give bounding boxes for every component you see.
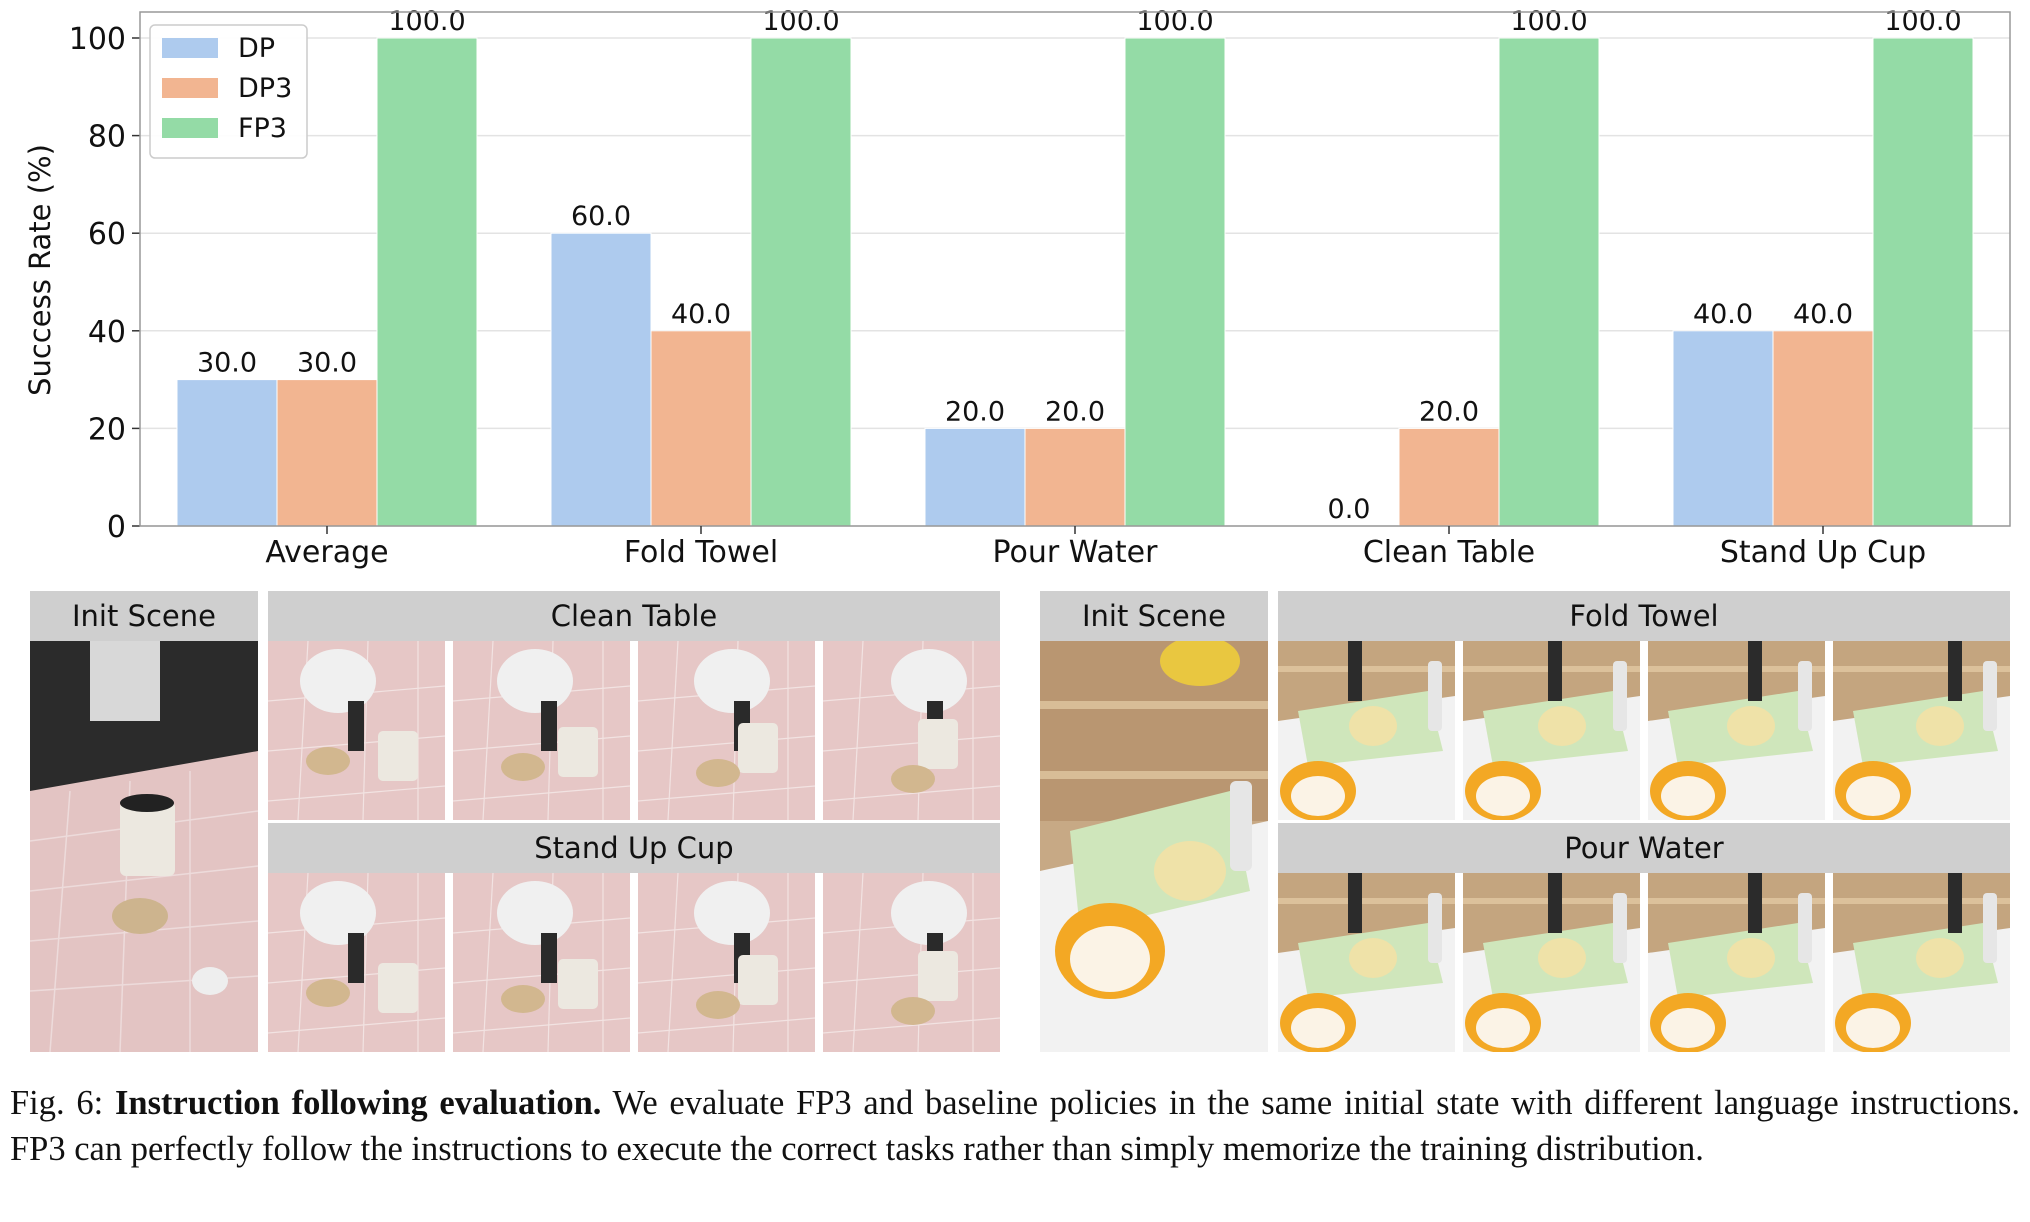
left-row1-frame-2 [453, 641, 630, 820]
bar-dp-2 [924, 427, 1026, 527]
y-tick-label-60: 60 [88, 217, 126, 252]
value-labels-layer: 30.0 30.0 100.0 60.0 40.0 100.0 20.0 20.0 100.0 0… [197, 6, 1962, 525]
y-tick-label-20: 20 [88, 412, 126, 447]
left-init-scene-header: Init Scene [30, 591, 258, 641]
bar-dp3-1 [650, 330, 752, 527]
right-row1-frame-3 [1648, 641, 1825, 820]
value-label-dp-0: 30.0 [197, 348, 257, 379]
pour-water-header: Pour Water [1278, 823, 2010, 873]
value-label-dp-4: 40.0 [1693, 299, 1753, 330]
bar-dp3-0 [276, 379, 378, 527]
y-axis-label: Success Rate (%) [23, 144, 57, 396]
bars-layer [176, 37, 1974, 527]
right-row2-frame-2 [1463, 873, 1640, 1052]
legend: DP DP3 FP3 [149, 24, 308, 159]
y-tick-label-0: 0 [107, 510, 126, 545]
figure-caption: Fig. 6: Instruction following evaluation… [10, 1080, 2020, 1172]
value-label-dp3-4: 40.0 [1793, 299, 1853, 330]
bar-fp3-4 [1872, 37, 1974, 527]
value-label-fp3-2: 100.0 [1136, 6, 1213, 37]
fold-towel-header: Fold Towel [1278, 591, 2010, 641]
x-tick-label-1: Fold Towel [624, 535, 778, 570]
bar-dp3-3 [1398, 427, 1500, 527]
bar-dp-1 [550, 232, 652, 527]
value-label-fp3-4: 100.0 [1884, 6, 1961, 37]
right-init-scene-photo [1040, 641, 1268, 1052]
bar-fp3-0 [376, 37, 478, 527]
value-label-fp3-1: 100.0 [762, 6, 839, 37]
value-label-dp3-0: 30.0 [297, 348, 357, 379]
right-row1-frame-1 [1278, 641, 1455, 820]
caption-text: We evaluate FP3 and baseline policies in… [10, 1084, 2021, 1168]
value-label-dp3-2: 20.0 [1045, 396, 1105, 427]
clean-table-header: Clean Table [268, 591, 1000, 641]
bar-dp3-4 [1772, 330, 1874, 527]
caption-title: Instruction following evaluation. [114, 1084, 602, 1122]
bar-fp3-1 [750, 37, 852, 527]
x-tick-label-3: Clean Table [1363, 535, 1535, 570]
legend-label-dp3: DP3 [238, 73, 292, 104]
legend-swatch-dp [162, 38, 218, 58]
right-init-scene-header: Init Scene [1040, 591, 1268, 641]
legend-swatch-dp3 [162, 78, 218, 98]
value-label-dp3-1: 40.0 [671, 299, 731, 330]
right-row2-frame-4 [1833, 873, 2010, 1052]
right-row2-frame-3 [1648, 873, 1825, 1052]
y-tick-label-100: 100 [69, 22, 126, 57]
y-tick-label-80: 80 [88, 120, 126, 155]
right-row1-frame-4 [1833, 641, 2010, 820]
left-row2-frame-3 [638, 873, 815, 1052]
left-row2-frame-4 [823, 873, 1000, 1052]
y-tick-label-40: 40 [88, 315, 126, 350]
legend-label-fp3: FP3 [238, 113, 287, 144]
left-init-scene-photo [30, 641, 258, 1052]
value-label-dp-2: 20.0 [945, 396, 1005, 427]
bar-fp3-2 [1124, 37, 1226, 527]
value-label-dp-1: 60.0 [571, 201, 631, 232]
right-row1-frame-2 [1463, 641, 1640, 820]
x-tick-label-0: Average [265, 535, 388, 570]
caption-prefix: Fig. 6: [10, 1084, 115, 1122]
axes-layer: 0 20 40 60 80 100 Average Fold Towel Pour Water C… [69, 11, 2011, 570]
bar-fp3-3 [1498, 37, 1600, 527]
left-row2-frame-1 [268, 873, 445, 1052]
stand-up-cup-header: Stand Up Cup [268, 823, 1000, 873]
x-tick-label-4: Stand Up Cup [1720, 535, 1926, 570]
value-label-fp3-3: 100.0 [1510, 6, 1587, 37]
value-label-dp3-3: 20.0 [1419, 396, 1479, 427]
bar-dp-0 [176, 379, 278, 527]
right-row2-frame-1 [1278, 873, 1455, 1052]
legend-label-dp: DP [238, 33, 275, 64]
left-row1-frame-1 [268, 641, 445, 820]
left-row1-frame-3 [638, 641, 815, 820]
left-row2-frame-2 [453, 873, 630, 1052]
x-tick-label-2: Pour Water [993, 535, 1159, 570]
value-label-dp-3: 0.0 [1328, 494, 1371, 525]
left-row1-frame-4 [823, 641, 1000, 820]
bar-dp3-2 [1024, 427, 1126, 527]
bar-dp-4 [1672, 330, 1774, 527]
value-label-fp3-0: 100.0 [388, 6, 465, 37]
legend-swatch-fp3 [162, 118, 218, 138]
